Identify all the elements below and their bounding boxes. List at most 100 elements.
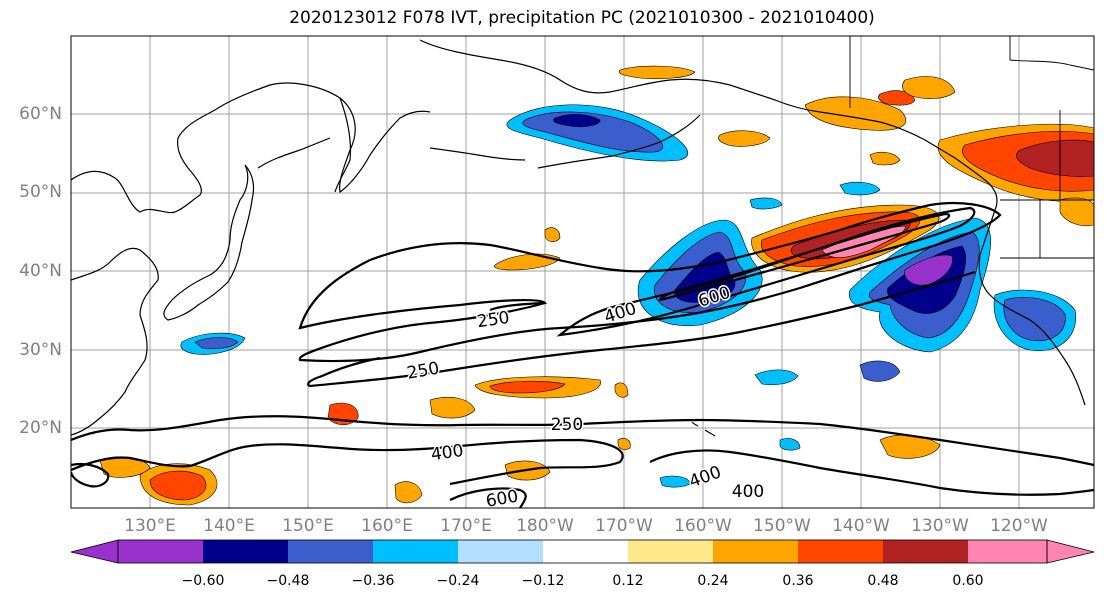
coastline-hawaii [704,429,716,437]
coastline-alaska [419,39,998,211]
ivt-contour-250 [306,270,976,388]
lon-label: 170°W [595,516,653,536]
map-frame [70,35,1095,509]
lon-label: 150°E [282,516,334,536]
precip-blob [149,470,207,501]
colorbar [70,539,1095,564]
contour-label: 250 [551,415,583,435]
ivt-contour-400 [71,438,624,486]
colorbar-cell [543,540,628,563]
colorbar-cell [628,540,713,563]
colorbar-tick-label: −0.24 [436,573,480,589]
coastlines [71,36,1094,437]
lon-label: 120°W [990,516,1048,536]
ivt-contour-600 [657,212,951,302]
precip-blob [194,337,239,350]
contour-label: 400 [732,482,764,502]
lat-label: 60°N [19,104,62,124]
precip-blob [904,254,953,286]
coastline-kamchatka [334,97,352,193]
lon-label: 180°W [516,516,574,536]
colorbar-tick-label: 0.24 [697,573,729,589]
colorbar-tick-label: 0.48 [867,573,899,589]
coastline-kuril [257,137,331,169]
ivt-contour-400 [489,301,546,312]
coastline-hawaii [691,421,699,427]
colorbar-cell [118,540,203,563]
colorbar-extend-low [70,539,119,564]
contour-label: 400 [430,441,465,465]
precip-blob [718,130,771,147]
precip-blob [489,380,566,394]
lat-label: 30°N [19,340,62,360]
lon-label: 130°W [911,516,969,536]
precip-blob [749,197,783,210]
lon-label: 170°E [440,516,492,536]
ivt-contour-600 [449,487,527,508]
ivt-contour-600 [71,462,110,488]
border [1009,36,1094,71]
precip-blob [494,253,561,271]
precip-blob [879,434,941,459]
coastline-asia [71,82,431,214]
colorbar-tick-label: 0.60 [952,573,984,589]
lon-label: 140°E [203,516,255,536]
lon-label: 160°E [361,516,413,536]
figure-title: 2020123012 F078 IVT, precipitation PC (2… [289,8,875,28]
colorbar-cell [968,540,1047,563]
precip-blob [754,369,799,386]
colorbar-tick-label: −0.36 [351,573,395,589]
precip-blob [394,481,423,504]
ivt-contour-400 [649,449,1094,496]
colorbar-cell [288,540,373,563]
colorbar-cell [713,540,798,563]
colorbar-extend-high [1046,539,1095,564]
precip-blob [618,65,696,80]
precip-blob [614,382,629,398]
precip-blob [878,90,916,106]
colorbar-cell [798,540,883,563]
lat-label: 20°N [19,418,62,438]
precip-blob [1003,297,1066,342]
colorbar-cell [373,540,458,563]
colorbar-cell [458,540,543,563]
coastline-asia [71,247,159,436]
colorbar-cell [883,540,968,563]
precip-blob [1016,139,1094,177]
precip-blob [674,251,736,303]
colorbar-tick-label: −0.60 [181,573,225,589]
coastline-japan [163,164,255,321]
lat-label: 40°N [19,261,62,281]
coastline-na-west [978,209,1086,406]
precip-blob [553,114,601,128]
lat-label: 50°N [19,182,62,202]
contour-label: 600 [484,486,519,511]
ivt-contour-250 [298,201,1002,363]
precip-blob [839,181,881,196]
coastline-aleutians [429,147,526,161]
precip-blob [544,227,561,242]
contour-labels: 400 600 250 250 250 400 400 400 600 [404,281,766,511]
lon-label: 150°W [753,516,811,536]
precip-blob [617,438,631,450]
colorbar-frame [117,539,1048,564]
precip-blob [1059,197,1094,227]
lon-label: 130°E [124,516,176,536]
colorbar-tick-label: −0.12 [521,573,565,589]
ivt-contour-250 [71,415,1094,467]
precip-blob [859,360,901,382]
colorbar-cell [203,540,288,563]
ivt-contours [71,201,1094,508]
coastline-alaska-peninsula [537,114,701,169]
contour-label: 250 [476,308,511,332]
colorbar-tick-label: 0.36 [782,573,814,589]
precip-blob [779,438,801,451]
colorbar-tick-label: −0.48 [266,573,310,589]
lon-label: 140°W [832,516,890,536]
precip-blob [429,397,476,419]
colorbar-tick-label: 0.12 [612,573,644,589]
precip-blob [659,475,691,488]
precip-blob [869,151,901,166]
lon-label: 160°W [674,516,732,536]
